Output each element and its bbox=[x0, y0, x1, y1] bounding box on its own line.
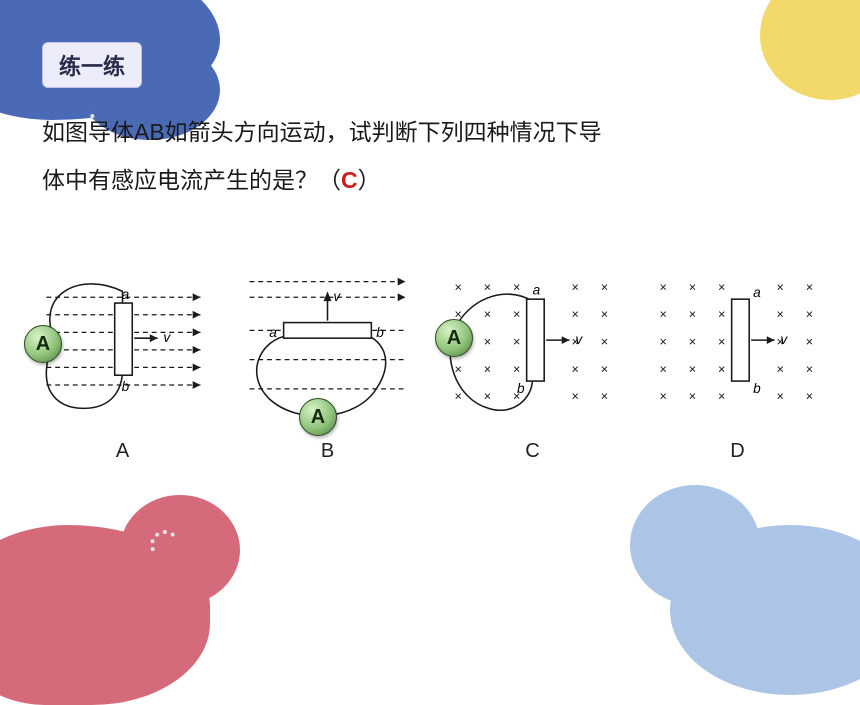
ammeter-a: A bbox=[24, 325, 62, 363]
svg-text:×: × bbox=[689, 362, 696, 376]
svg-text:×: × bbox=[660, 308, 667, 322]
svg-text:×: × bbox=[572, 280, 579, 294]
svg-text:×: × bbox=[718, 362, 725, 376]
svg-text:×: × bbox=[484, 362, 491, 376]
svg-text:×: × bbox=[806, 308, 813, 322]
svg-text:×: × bbox=[689, 335, 696, 349]
svg-text:×: × bbox=[455, 280, 462, 294]
label-b-a: a bbox=[269, 325, 277, 340]
label-d-b: b bbox=[753, 381, 761, 396]
question-line2-post: ） bbox=[358, 167, 381, 193]
svg-text:×: × bbox=[572, 362, 579, 376]
svg-text:×: × bbox=[660, 335, 667, 349]
cloud-bottom-right bbox=[670, 525, 860, 695]
svg-text:×: × bbox=[513, 362, 520, 376]
diagram-c-label: C bbox=[525, 440, 539, 463]
question-text: 如图导体AB如箭头方向运动，试判断下列四种情况下导 体中有感应电流产生的是？（C… bbox=[42, 108, 818, 205]
svg-text:×: × bbox=[777, 390, 784, 404]
ammeter-c: A bbox=[435, 319, 473, 357]
svg-text:×: × bbox=[777, 308, 784, 322]
diagram-d-label: D bbox=[730, 440, 744, 463]
svg-text:×: × bbox=[777, 280, 784, 294]
svg-text:×: × bbox=[660, 390, 667, 404]
svg-text:×: × bbox=[484, 308, 491, 322]
svg-text:×: × bbox=[601, 335, 608, 349]
svg-text:×: × bbox=[689, 280, 696, 294]
svg-text:×: × bbox=[601, 308, 608, 322]
diagram-row: a b v A a b bbox=[20, 260, 840, 463]
answer-letter: C bbox=[341, 167, 358, 193]
label-b-b: b bbox=[376, 325, 384, 340]
svg-text:×: × bbox=[513, 308, 520, 322]
label-a-bottom: b bbox=[122, 379, 130, 394]
label-a-top: a bbox=[122, 287, 130, 302]
diagram-c: ××××× ××××× ××××× ××××× ××××× a b v C bbox=[433, 260, 633, 463]
diagram-a-label: A bbox=[116, 440, 129, 463]
svg-text:×: × bbox=[689, 390, 696, 404]
svg-text:×: × bbox=[572, 390, 579, 404]
svg-text:×: × bbox=[806, 390, 813, 404]
svg-text:×: × bbox=[455, 390, 462, 404]
svg-text:×: × bbox=[777, 362, 784, 376]
svg-text:×: × bbox=[718, 280, 725, 294]
svg-text:×: × bbox=[601, 280, 608, 294]
label-c-b: b bbox=[517, 381, 525, 396]
svg-text:×: × bbox=[455, 362, 462, 376]
svg-text:×: × bbox=[484, 390, 491, 404]
svg-text:×: × bbox=[484, 335, 491, 349]
svg-text:×: × bbox=[513, 280, 520, 294]
svg-text:×: × bbox=[718, 390, 725, 404]
label-c-v: v bbox=[575, 332, 583, 347]
ammeter-b: A bbox=[299, 398, 337, 436]
svg-text:×: × bbox=[572, 308, 579, 322]
question-line1: 如图导体AB如箭头方向运动，试判断下列四种情况下导 bbox=[42, 119, 602, 145]
label-b-v: v bbox=[333, 289, 341, 304]
svg-text:×: × bbox=[660, 362, 667, 376]
svg-text:×: × bbox=[689, 308, 696, 322]
svg-text:×: × bbox=[718, 308, 725, 322]
svg-text:×: × bbox=[601, 362, 608, 376]
svg-text:×: × bbox=[806, 362, 813, 376]
question-line2-pre: 体中有感应电流产生的是？（ bbox=[42, 167, 341, 193]
practice-badge: 练一练 bbox=[42, 42, 142, 88]
cloud-bottom-left bbox=[0, 525, 210, 705]
diagram-a: a b v A bbox=[23, 260, 223, 463]
svg-text:×: × bbox=[601, 390, 608, 404]
label-d-a: a bbox=[753, 285, 761, 300]
diagram-d: ××××× ××××× ××××× ××××× ××××× a b v D bbox=[638, 260, 838, 463]
svg-text:×: × bbox=[484, 280, 491, 294]
svg-text:×: × bbox=[513, 335, 520, 349]
label-a-v: v bbox=[163, 330, 171, 345]
cloud-top-right bbox=[760, 0, 860, 100]
diagram-b-label: B bbox=[321, 440, 334, 463]
label-d-v: v bbox=[780, 332, 788, 347]
dot-accent-bottom-left bbox=[150, 530, 180, 560]
svg-text:×: × bbox=[806, 335, 813, 349]
svg-text:×: × bbox=[660, 280, 667, 294]
label-c-a: a bbox=[533, 282, 541, 297]
svg-text:×: × bbox=[718, 335, 725, 349]
svg-text:×: × bbox=[806, 280, 813, 294]
